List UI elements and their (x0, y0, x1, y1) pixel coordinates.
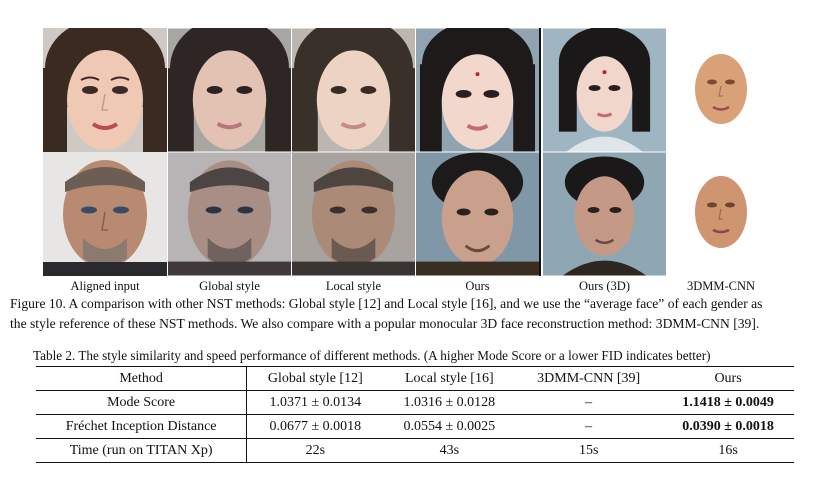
ours-3d-female-image (543, 28, 666, 152)
cell-ours: 1.1418 ± 0.0049 (662, 390, 794, 415)
cell-local: 43s (383, 438, 516, 463)
ours-3d-male-image (543, 152, 666, 276)
table-row: Time (run on TITAN Xp) 22s 43s 15s 16s (36, 438, 794, 463)
global-style-female-image (168, 28, 291, 152)
cell-ours: 0.0390 ± 0.0018 (662, 414, 794, 439)
figure-separator (539, 28, 541, 276)
cell-local: 1.0316 ± 0.0128 (383, 390, 516, 415)
column-label-global-style: Global style (199, 279, 260, 293)
cell-3dmm-cnn: – (515, 390, 663, 415)
row-label: Fréchet Inception Distance (36, 414, 248, 439)
ours-male-image (416, 152, 539, 276)
header-local-style: Local style [16] (383, 366, 516, 391)
local-style-male-image (292, 152, 415, 276)
table-row: Mode Score 1.0371 ± 0.0134 1.0316 ± 0.01… (36, 390, 794, 415)
row-label: Time (run on TITAN Xp) (36, 438, 248, 463)
header-3dmm-cnn: 3DMM-CNN [39] (515, 366, 663, 391)
3dmm-cnn-male-image (690, 172, 752, 252)
results-table: Method Global style [12] Local style [16… (36, 366, 794, 463)
cell-global: 22s (246, 438, 384, 463)
cell-global: 0.0677 ± 0.0018 (246, 414, 384, 439)
cell-global: 1.0371 ± 0.0134 (246, 390, 384, 415)
ours-female-image (416, 28, 539, 152)
column-label-aligned-input: Aligned input (70, 279, 140, 293)
local-style-female-image (292, 28, 415, 152)
cell-3dmm-cnn: – (515, 414, 663, 439)
cell-3dmm-cnn: 15s (515, 438, 663, 463)
cell-ours: 16s (662, 438, 794, 463)
row-label: Mode Score (36, 390, 248, 415)
column-label-ours: Ours (465, 279, 490, 293)
3dmm-cnn-female-image (690, 50, 752, 128)
table-caption: Table 2. The style similarity and speed … (33, 348, 711, 363)
column-label-3dmm-cnn: 3DMM-CNN (686, 279, 756, 293)
header-method: Method (36, 366, 248, 391)
figure-caption-line-1: Figure 10. A comparison with other NST m… (10, 296, 763, 311)
aligned-input-female-image (43, 28, 167, 152)
aligned-input-male-image (43, 152, 167, 276)
column-label-local-style: Local style (325, 279, 382, 293)
global-style-male-image (168, 152, 291, 276)
header-ours: Ours (662, 366, 794, 391)
column-label-ours-3d: Ours (3D) (578, 279, 631, 293)
table-header-row: Method Global style [12] Local style [16… (36, 366, 794, 391)
header-global-style: Global style [12] (246, 366, 384, 391)
cell-local: 0.0554 ± 0.0025 (383, 414, 516, 439)
table-row: Fréchet Inception Distance 0.0677 ± 0.00… (36, 414, 794, 439)
figure-caption-line-2: the style reference of these NST methods… (10, 316, 760, 331)
